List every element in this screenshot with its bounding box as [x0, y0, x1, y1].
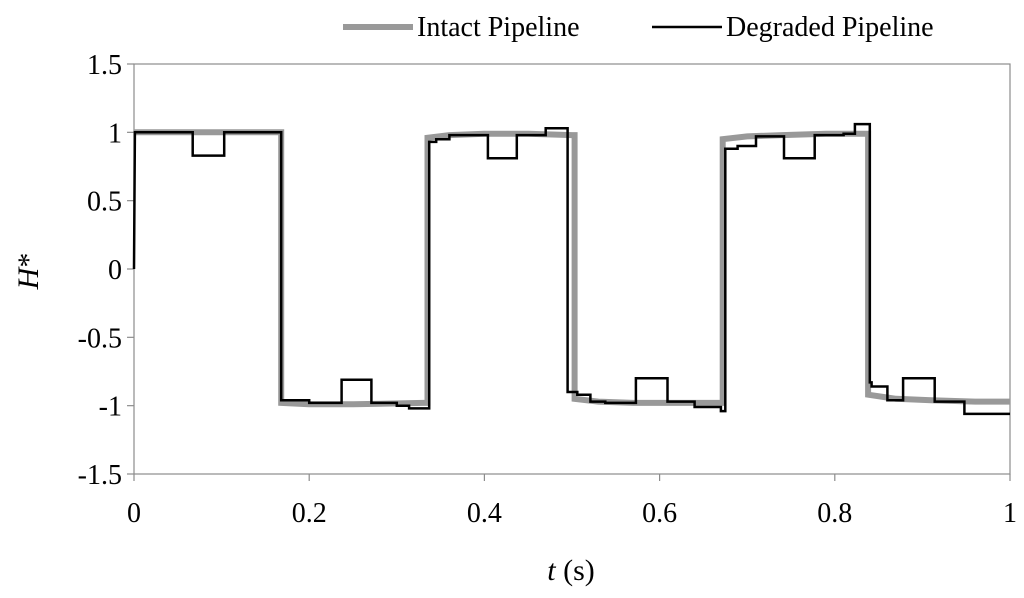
x-tick-label: 0	[127, 498, 141, 529]
x-axis-title-unit: (s)	[556, 554, 595, 587]
x-axis: 0 0.2 0.4 0.6 0.8 1	[127, 474, 1017, 529]
series-layer	[132, 122, 1010, 416]
y-tick-label: 0	[108, 255, 122, 286]
x-tick-label: 0.4	[467, 498, 502, 529]
y-axis-title-sup: *	[12, 253, 45, 268]
y-tick-label: -1.5	[78, 460, 122, 491]
series-line-intact	[134, 129, 1010, 408]
x-tick-label: 0.6	[642, 498, 677, 529]
legend: Intact Pipeline Degraded Pipeline	[343, 12, 934, 43]
series-line-degraded	[132, 122, 1010, 416]
y-tick-label: 1	[108, 118, 122, 149]
legend-label-degraded: Degraded Pipeline	[726, 12, 934, 43]
y-tick-label: 1.5	[87, 50, 122, 81]
legend-label-intact: Intact Pipeline	[417, 12, 580, 43]
y-tick-label: 0.5	[87, 187, 122, 218]
y-axis: 1.5 1 0.5 0 -0.5 -1 -1.5	[78, 50, 134, 491]
y-axis-title-var: H	[12, 265, 45, 290]
y-axis-title: H*	[12, 253, 45, 291]
y-tick-label: -1	[99, 392, 122, 423]
x-axis-title-var: t	[547, 554, 556, 587]
x-tick-label: 0.2	[292, 498, 327, 529]
x-axis-title: t (s)	[547, 554, 595, 587]
x-tick-label: 1	[1003, 498, 1017, 529]
x-tick-label: 0.8	[817, 498, 852, 529]
y-tick-label: -0.5	[78, 323, 122, 354]
